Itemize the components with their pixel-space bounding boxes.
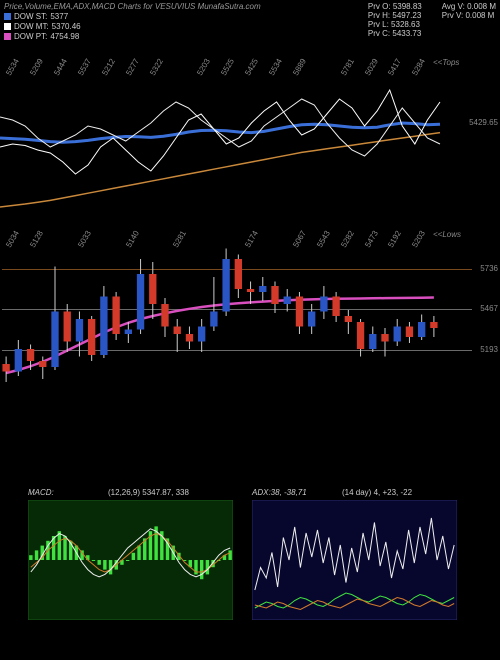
ohlc-line: Prv L: 5328.63: [368, 20, 422, 29]
legend-pt-swatch: [4, 33, 11, 40]
legend-st: DOW ST: 5377: [4, 12, 261, 21]
vol-line: Avg V: 0.008 M: [442, 2, 496, 11]
price-ema-chart: [0, 72, 470, 222]
legend-pt-label: DOW PT:: [14, 32, 47, 41]
chart-title: Price,Volume,EMA,ADX,MACD Charts for VES…: [4, 2, 261, 11]
legend-st-label: DOW ST:: [14, 12, 47, 21]
ohlc-line: Prv C: 5433.73: [368, 29, 422, 38]
legend-mt-value: 5370.46: [52, 22, 81, 31]
macd-chart: [28, 500, 233, 620]
price-level-label: 5736: [480, 264, 498, 273]
legend-pt: DOW PT: 4754.98: [4, 32, 261, 41]
ohlc-line: Prv H: 5497.23: [368, 11, 422, 20]
vol-line: Prv V: 0.008 M: [442, 11, 496, 20]
adx-params: (14 day) 4, +23, -22: [342, 488, 412, 497]
ohlc-col: Prv O: 5398.83Prv H: 5497.23Prv L: 5328.…: [368, 2, 422, 41]
adx-title: ADX:38, -38,71: [252, 488, 307, 497]
axis-tag: <<Tops: [433, 58, 459, 67]
upper-y-label: 5429.65: [469, 118, 498, 127]
legend-pt-value: 4754.98: [50, 32, 79, 41]
macd-params: (12,26,9) 5347.87, 338: [108, 488, 189, 497]
macd-title: MACD:: [28, 488, 54, 497]
header-left: Price,Volume,EMA,ADX,MACD Charts for VES…: [4, 2, 261, 41]
legend-mt-label: DOW MT:: [14, 22, 49, 31]
candlestick-chart: [0, 244, 470, 394]
price-level-label: 5193: [480, 345, 498, 354]
axis-tag: <<Lows: [433, 230, 461, 239]
legend-st-value: 5377: [50, 12, 68, 21]
vol-col: Avg V: 0.008 MPrv V: 0.008 M: [442, 2, 496, 41]
price-level-label: 5467: [480, 304, 498, 313]
header: Price,Volume,EMA,ADX,MACD Charts for VES…: [0, 0, 500, 43]
ohlc-line: Prv O: 5398.83: [368, 2, 422, 11]
legend-st-swatch: [4, 13, 11, 20]
adx-chart: [252, 500, 457, 620]
legend-mt-swatch: [4, 23, 11, 30]
legend-mt: DOW MT: 5370.46: [4, 22, 261, 31]
header-right: Prv O: 5398.83Prv H: 5497.23Prv L: 5328.…: [368, 2, 496, 41]
